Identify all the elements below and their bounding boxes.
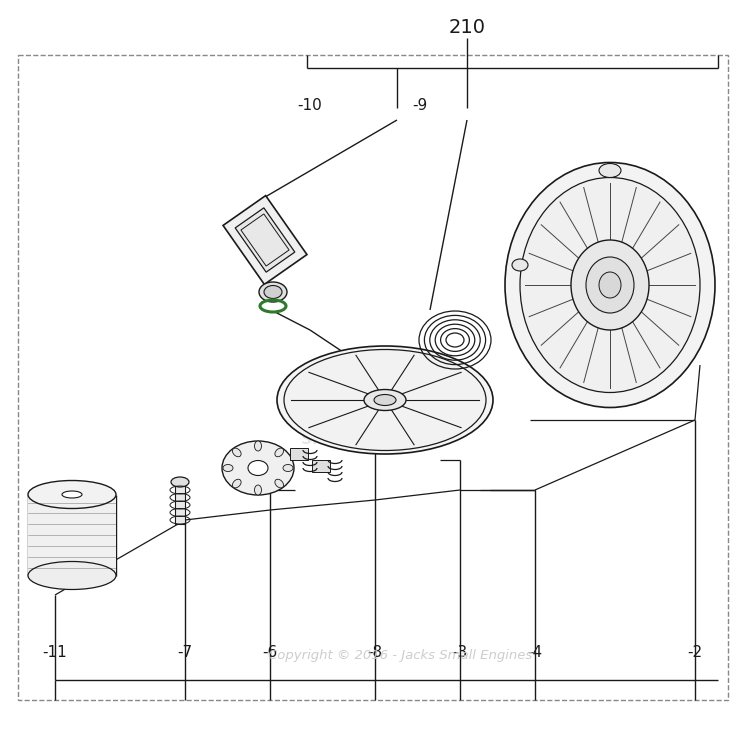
Bar [18, 55, 728, 700]
Text: -3: -3 [452, 645, 468, 660]
Text: 210: 210 [448, 18, 486, 37]
Text: -8: -8 [368, 645, 383, 660]
Ellipse shape [364, 389, 406, 410]
Ellipse shape [171, 477, 189, 487]
Ellipse shape [599, 163, 621, 177]
Ellipse shape [223, 465, 233, 471]
Ellipse shape [586, 257, 634, 313]
Text: J: J [327, 368, 363, 442]
Ellipse shape [283, 465, 293, 471]
Text: -7: -7 [178, 645, 192, 660]
Ellipse shape [512, 259, 528, 271]
Text: -6: -6 [263, 645, 278, 660]
Ellipse shape [571, 240, 649, 330]
Text: -4: -4 [527, 645, 542, 660]
Text: -10: -10 [298, 98, 322, 113]
Ellipse shape [505, 163, 715, 408]
Ellipse shape [599, 272, 621, 298]
Ellipse shape [284, 350, 486, 451]
Bar [175, 482, 185, 524]
Ellipse shape [222, 441, 294, 495]
Ellipse shape [275, 448, 283, 457]
Ellipse shape [233, 479, 241, 488]
Ellipse shape [259, 282, 287, 302]
Bar [28, 495, 116, 575]
Polygon shape [235, 208, 295, 272]
Text: -11: -11 [43, 645, 67, 660]
Bar [312, 460, 330, 472]
Text: -2: -2 [687, 645, 703, 660]
Ellipse shape [277, 346, 493, 454]
Polygon shape [223, 196, 307, 284]
Ellipse shape [62, 491, 82, 498]
Ellipse shape [28, 481, 116, 509]
Ellipse shape [254, 441, 262, 451]
Text: Copyright © 2016 - Jacks Small Engines: Copyright © 2016 - Jacks Small Engines [268, 649, 532, 661]
Ellipse shape [28, 561, 116, 589]
Ellipse shape [374, 394, 396, 405]
Text: -9: -9 [413, 98, 427, 113]
Text: JACKS
SMALL ENGINES: JACKS SMALL ENGINES [301, 413, 439, 447]
Ellipse shape [275, 479, 283, 488]
Ellipse shape [233, 448, 241, 457]
Ellipse shape [254, 485, 262, 495]
Ellipse shape [264, 285, 282, 298]
Ellipse shape [248, 460, 268, 476]
Ellipse shape [520, 177, 700, 392]
Bar [290, 448, 308, 460]
